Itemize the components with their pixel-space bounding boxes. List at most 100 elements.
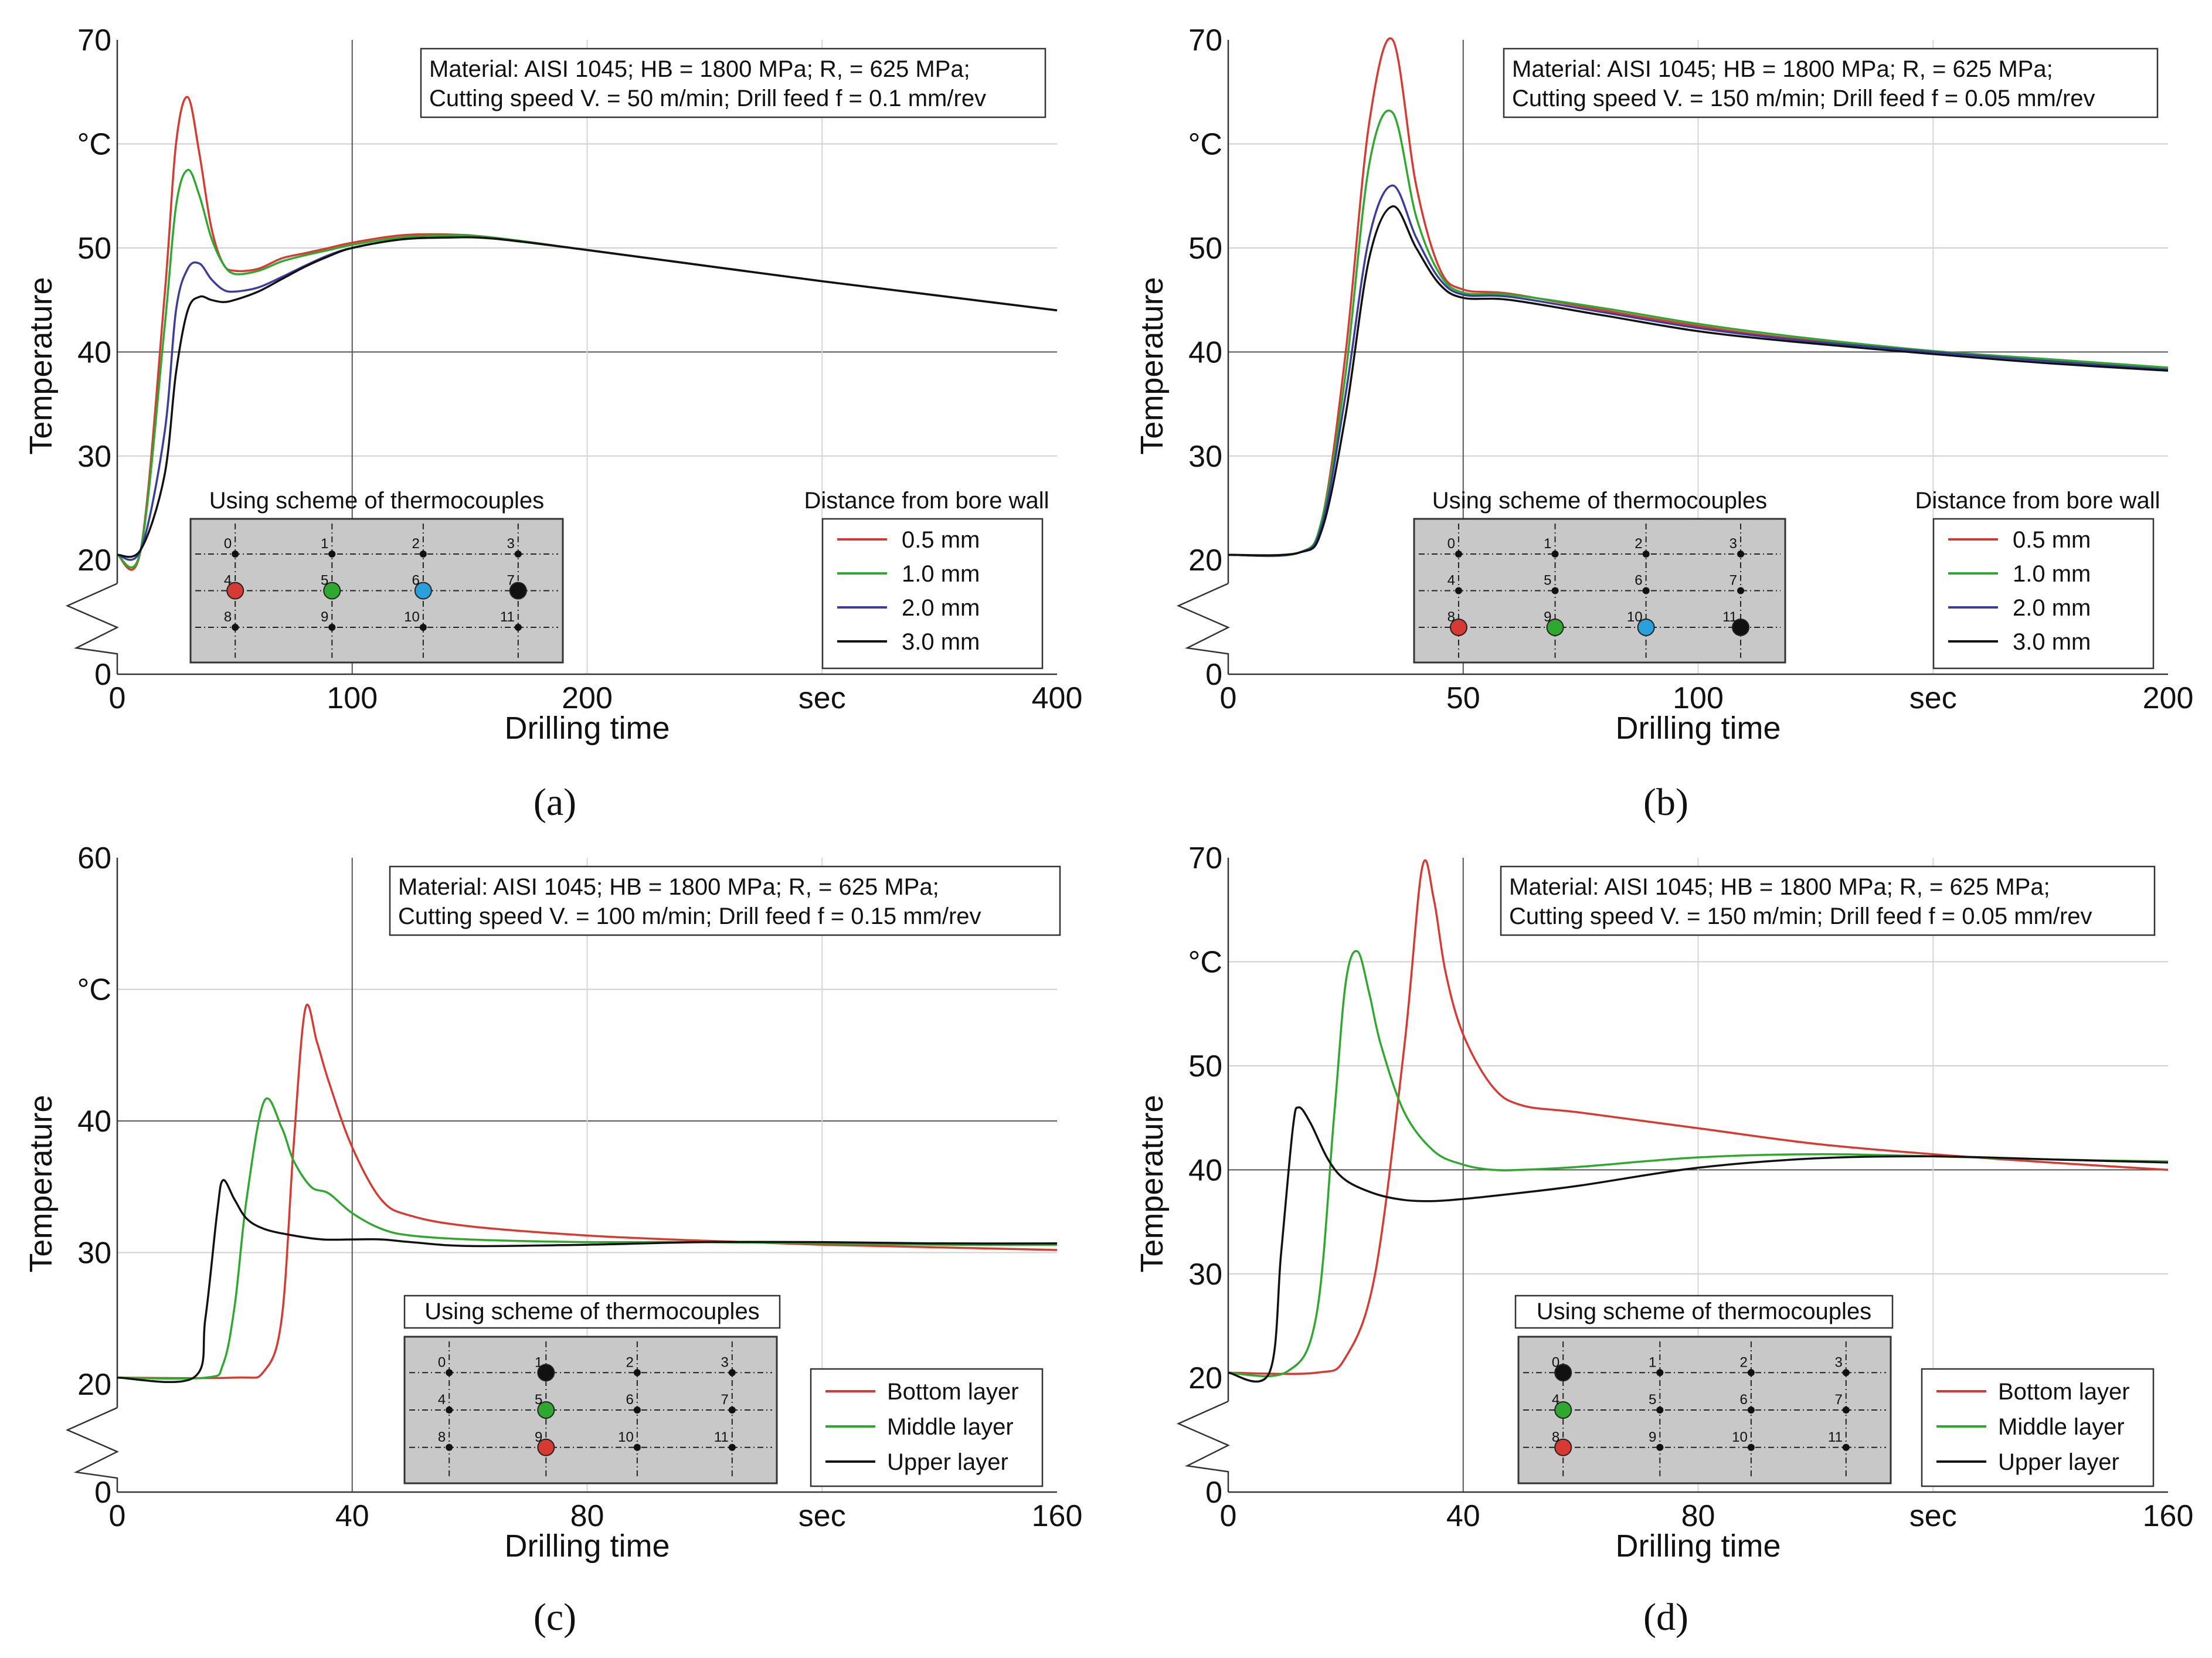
thermocouple-label: 6 bbox=[1740, 1392, 1748, 1408]
thermocouple-label: 8 bbox=[1552, 1429, 1559, 1445]
thermocouple-dot-1 bbox=[328, 551, 336, 558]
legend-label: Middle layer bbox=[1998, 1414, 2125, 1440]
y-axis-title: Temperature bbox=[23, 1095, 59, 1272]
thermocouple-dot-10 bbox=[1747, 1443, 1755, 1451]
legend-label: 3.0 mm bbox=[902, 629, 980, 655]
x-axis-title: Drilling time bbox=[1615, 1528, 1781, 1564]
panel-label: (d) bbox=[1643, 1596, 1688, 1639]
x-tick-label: 0 bbox=[1220, 681, 1237, 715]
scheme-title-box bbox=[1514, 1295, 1894, 1329]
thermocouple-label: 9 bbox=[1544, 609, 1551, 625]
panel-label: (a) bbox=[534, 781, 576, 824]
x-tick-label: 200 bbox=[2143, 681, 2194, 715]
y-tick-label: 60 bbox=[77, 841, 111, 875]
legend-label: 0.5 mm bbox=[2013, 527, 2091, 553]
y-tick-label: 70 bbox=[1188, 23, 1222, 57]
info-box bbox=[389, 865, 1061, 936]
scheme-title: Using scheme of thermocouples bbox=[209, 488, 544, 514]
legend-title: Distance from bore wall bbox=[1915, 488, 2160, 514]
x-tick-label: 50 bbox=[1446, 681, 1480, 715]
thermocouple-marker-1 bbox=[537, 1364, 555, 1382]
y-tick-label: 30 bbox=[77, 1236, 111, 1270]
info-box bbox=[1500, 865, 2156, 936]
y-tick-label: 50 bbox=[1188, 1049, 1222, 1083]
y-tick-label: 30 bbox=[77, 440, 111, 474]
thermocouple-label: 3 bbox=[1729, 536, 1737, 552]
y-tick-label: °C bbox=[77, 973, 111, 1007]
legend-label: Bottom layer bbox=[1998, 1379, 2130, 1405]
thermocouple-dot-3 bbox=[1842, 1369, 1850, 1377]
legend-title: Distance from bore wall bbox=[804, 488, 1049, 514]
x-tick-label: 0 bbox=[1220, 1499, 1237, 1533]
info-box bbox=[1503, 47, 2159, 118]
thermocouple-label: 4 bbox=[1552, 1392, 1559, 1408]
thermocouple-label: 3 bbox=[721, 1354, 728, 1370]
y-tick-label: 0 bbox=[1205, 1476, 1222, 1510]
thermocouple-label: 10 bbox=[618, 1429, 634, 1445]
y-tick-label: 20 bbox=[77, 1368, 111, 1402]
thermocouple-label: 10 bbox=[404, 609, 420, 625]
thermocouple-label: 1 bbox=[1544, 536, 1551, 552]
thermocouple-marker-8 bbox=[1554, 1438, 1572, 1456]
x-tick-label: sec bbox=[1909, 681, 1957, 715]
series-line-3 bbox=[117, 236, 1058, 558]
y-tick-label: 30 bbox=[1188, 1258, 1222, 1292]
y-axis-title: Temperature bbox=[1134, 1095, 1170, 1272]
thermocouple-label: 6 bbox=[1635, 573, 1642, 589]
thermocouple-label: 0 bbox=[1448, 536, 1455, 552]
y-tick-label: °C bbox=[1188, 127, 1222, 161]
info-line: Material: AISI 1045; HB = 1800 MPa; R, =… bbox=[1509, 874, 2050, 900]
x-tick-label: 160 bbox=[2143, 1499, 2194, 1533]
thermocouple-label: 5 bbox=[321, 573, 328, 589]
series-line-1 bbox=[1228, 109, 2169, 558]
thermocouple-dot-4 bbox=[1455, 587, 1462, 594]
thermocouple-label: 4 bbox=[224, 573, 232, 589]
y-tick-label: °C bbox=[1188, 945, 1222, 979]
x-tick-label: 100 bbox=[327, 681, 378, 715]
thermocouple-label: 2 bbox=[412, 536, 420, 552]
y-tick-label: 20 bbox=[1188, 543, 1222, 577]
x-axis-title: Drilling time bbox=[504, 711, 670, 746]
x-tick-label: 160 bbox=[1032, 1499, 1083, 1533]
scheme-title: Using scheme of thermocouples bbox=[424, 1299, 759, 1324]
legend-label: 0.5 mm bbox=[902, 527, 980, 553]
y-axis-break bbox=[1176, 583, 1230, 674]
thermocouple-dot-9 bbox=[328, 623, 336, 631]
legend-label: 1.0 mm bbox=[2013, 561, 2091, 587]
series-line-0 bbox=[1228, 859, 2169, 1375]
y-axis-break bbox=[1176, 1401, 1230, 1492]
info-box bbox=[420, 47, 1046, 118]
thermocouple-dot-2 bbox=[419, 551, 427, 558]
thermocouple-dot-9 bbox=[1656, 1443, 1664, 1451]
thermocouple-dot-11 bbox=[1842, 1443, 1850, 1451]
y-tick-label: 0 bbox=[94, 1476, 111, 1510]
series-line-3 bbox=[1228, 205, 2169, 556]
thermocouple-label: 8 bbox=[224, 609, 232, 625]
x-tick-label: 80 bbox=[1681, 1499, 1715, 1533]
x-tick-label: 40 bbox=[335, 1499, 369, 1533]
legend-label: 3.0 mm bbox=[2013, 629, 2091, 655]
x-tick-label: 0 bbox=[109, 1499, 126, 1533]
y-tick-label: 70 bbox=[77, 23, 111, 57]
x-tick-label: sec bbox=[799, 1499, 846, 1533]
series-line-2 bbox=[117, 1179, 1058, 1384]
legend-label: 2.0 mm bbox=[2013, 595, 2091, 621]
info-line: Cutting speed V. = 100 m/min; Drill feed… bbox=[398, 903, 981, 929]
thermocouple-dot-3 bbox=[1737, 551, 1745, 558]
thermocouple-dot-8 bbox=[446, 1443, 453, 1451]
thermocouple-dot-0 bbox=[232, 551, 239, 558]
legend-label: Upper layer bbox=[1998, 1449, 2119, 1475]
thermocouple-marker-5 bbox=[537, 1401, 555, 1419]
thermocouple-label: 5 bbox=[535, 1392, 542, 1408]
scheme-title-box bbox=[403, 1295, 781, 1329]
panel-label: (b) bbox=[1643, 781, 1688, 824]
y-tick-label: 0 bbox=[1205, 658, 1222, 692]
info-line: Cutting speed V. = 150 m/min; Drill feed… bbox=[1509, 903, 2092, 929]
legend-label: 2.0 mm bbox=[902, 595, 980, 621]
thermocouple-dot-11 bbox=[728, 1443, 736, 1451]
x-tick-label: 200 bbox=[562, 681, 613, 715]
thermocouple-label: 0 bbox=[224, 536, 232, 552]
